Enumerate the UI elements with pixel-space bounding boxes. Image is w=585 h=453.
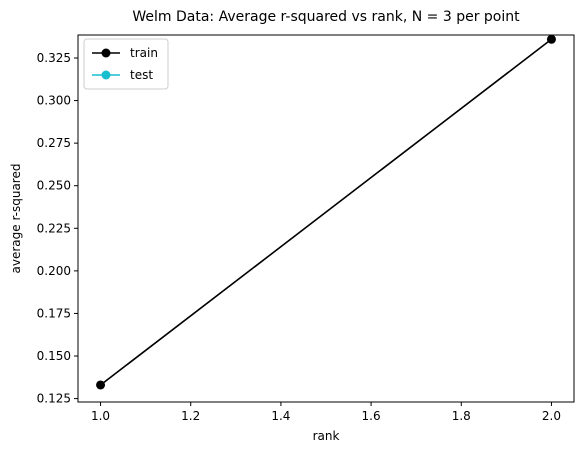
x-tick-label: 1.4 (271, 409, 290, 423)
legend-marker-test (101, 70, 111, 80)
y-tick-label: 0.275 (37, 136, 71, 150)
x-tick-label: 2.0 (542, 409, 561, 423)
x-tick-label: 1.0 (91, 409, 110, 423)
y-tick-label: 0.125 (37, 392, 71, 406)
y-axis-label: average r-squared (9, 164, 23, 274)
legend-label-test: test (130, 68, 153, 82)
data-point-train (96, 380, 106, 390)
legend-marker-train (101, 48, 111, 58)
series-line-train (100, 38, 552, 386)
y-tick-label: 0.225 (37, 221, 71, 235)
chart-title: Welm Data: Average r-squared vs rank, N … (132, 9, 520, 25)
y-tick-label: 0.300 (37, 94, 71, 108)
legend: train test (83, 38, 169, 90)
y-tick-label: 0.175 (37, 306, 71, 320)
legend-label-train: train (130, 46, 158, 60)
y-tick-label: 0.325 (37, 51, 71, 65)
y-tick-label: 0.200 (37, 264, 71, 278)
x-tick-label: 1.6 (362, 409, 381, 423)
x-tick-label: 1.2 (181, 409, 200, 423)
x-axis-label: rank (313, 429, 340, 443)
y-tick-label: 0.150 (37, 349, 71, 363)
x-tick-label: 1.8 (452, 409, 471, 423)
plot-frame (77, 34, 575, 403)
data-point-train (546, 34, 556, 44)
y-tick-label: 0.250 (37, 179, 71, 193)
